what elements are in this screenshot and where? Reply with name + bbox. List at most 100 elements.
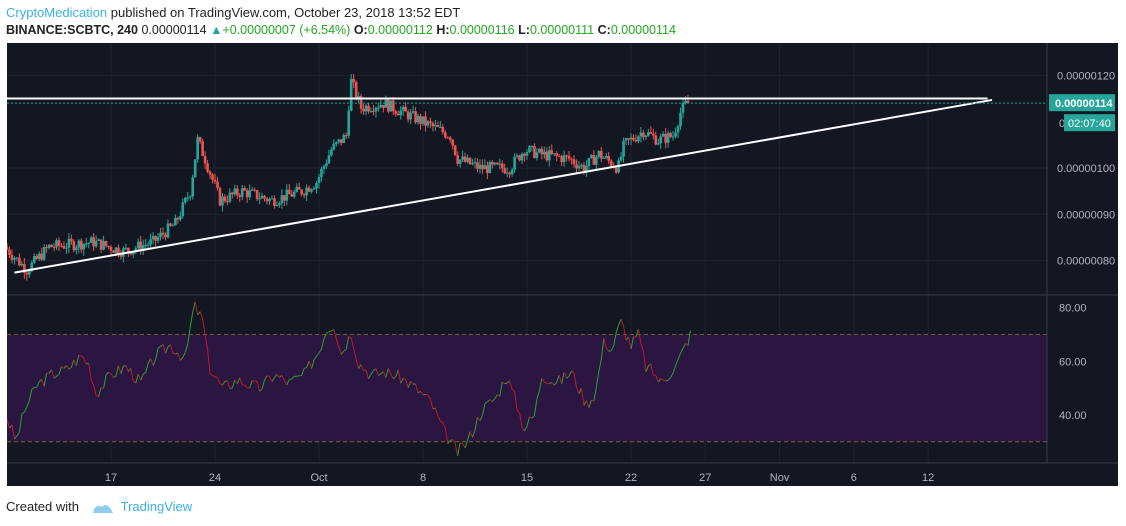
candle-body xyxy=(27,271,31,275)
candle-body xyxy=(119,254,123,257)
candle-body xyxy=(156,237,160,241)
candle-body xyxy=(567,155,571,159)
candle-body xyxy=(25,272,29,275)
candle-body xyxy=(414,111,417,123)
candle-body xyxy=(461,156,464,160)
countdown-tag xyxy=(1064,114,1115,132)
rsi-segment xyxy=(28,389,33,401)
tradingview-link[interactable]: TradingView xyxy=(120,499,193,514)
candle-body xyxy=(221,196,224,206)
rsi-segment xyxy=(214,376,218,379)
rsi-segment xyxy=(167,344,171,348)
rsi-segment xyxy=(103,374,107,389)
candle-body xyxy=(218,187,222,206)
candle-body xyxy=(347,110,351,136)
rsi-segment xyxy=(78,354,82,357)
last-price-tag-label: 0.00000114 xyxy=(1055,98,1113,110)
rsi-segment xyxy=(53,376,57,379)
candle-body xyxy=(545,151,549,161)
price-tick-label: 0.00000080 xyxy=(1057,256,1115,268)
candle-body xyxy=(637,136,640,142)
candle-body xyxy=(585,166,588,173)
candle-body xyxy=(530,145,534,147)
rsi-segment xyxy=(182,352,186,358)
rsi-segment xyxy=(440,420,444,424)
rsi-segment xyxy=(286,379,290,386)
candle-body xyxy=(55,240,58,248)
candle-body xyxy=(349,78,353,111)
rsi-segment xyxy=(127,367,132,372)
rsi-segment xyxy=(417,390,421,394)
candle-body xyxy=(243,188,247,191)
rsi-segment xyxy=(58,366,62,375)
candle-body xyxy=(369,110,373,112)
author-link[interactable]: CryptoMedication xyxy=(6,5,108,20)
candle-body xyxy=(258,198,261,200)
candle-body xyxy=(295,187,299,192)
candle-body xyxy=(429,121,432,124)
candle-body xyxy=(198,137,202,142)
candle-body xyxy=(686,100,690,104)
candle-body xyxy=(149,239,152,245)
candle-body xyxy=(565,155,568,157)
rsi-segment xyxy=(469,431,473,438)
rsi-segment xyxy=(580,387,585,406)
chart-svg[interactable]: 17 24 Oct 8 15 22 27 Nov 6 12 0.00000120 0.00000100… xyxy=(5,43,1118,486)
candle-body xyxy=(624,138,628,141)
rsi-segment xyxy=(358,364,362,369)
candle-body xyxy=(570,158,573,160)
candle-body xyxy=(75,247,78,251)
rsi-segment xyxy=(583,400,587,406)
rsi-segment xyxy=(407,381,412,388)
candle-body xyxy=(510,169,514,175)
rsi-segment xyxy=(662,379,666,382)
time-tick-label: 22 xyxy=(625,472,637,484)
candle-body xyxy=(647,132,650,136)
rsi-segment xyxy=(105,371,109,376)
candle-body xyxy=(238,195,242,197)
candle-body xyxy=(443,132,447,138)
rsi-segment xyxy=(140,373,144,381)
rsi-segment xyxy=(489,399,493,403)
rsi-segment xyxy=(259,388,263,392)
candle-body xyxy=(367,105,370,112)
candle-body xyxy=(186,197,190,199)
rsi-segment xyxy=(637,329,642,344)
candle-body xyxy=(77,240,81,248)
candle-body xyxy=(325,163,328,167)
rsi-segment xyxy=(675,359,679,366)
candle-body xyxy=(679,112,682,127)
rsi-segment xyxy=(202,318,206,335)
candle-body xyxy=(292,191,296,197)
rsi-segment xyxy=(452,439,456,444)
rsi-segment xyxy=(536,390,540,399)
chart-container[interactable]: 17 24 Oct 8 15 22 27 Nov 6 12 0.00000120 0.00000100… xyxy=(5,43,1118,486)
rsi-segment xyxy=(531,415,535,419)
rsi-segment xyxy=(323,333,327,340)
trendlines[interactable] xyxy=(7,97,1047,274)
rsi-segment xyxy=(335,338,340,348)
rsi-segment xyxy=(135,373,139,384)
candle-body xyxy=(552,153,556,155)
rsi-segment xyxy=(603,337,607,349)
candle-body xyxy=(134,248,138,251)
candle-body xyxy=(300,189,303,195)
candle-body xyxy=(666,133,670,143)
candle-body xyxy=(35,256,39,259)
rsi-segment xyxy=(410,381,414,385)
candle-body xyxy=(493,162,497,165)
candle-body xyxy=(327,155,331,164)
rsi-segment xyxy=(274,373,278,378)
candle-body xyxy=(117,247,120,255)
rsi-segment xyxy=(595,371,600,388)
candle-body xyxy=(268,198,271,202)
candle-body xyxy=(587,157,591,167)
grid xyxy=(7,43,1047,463)
rsi-segment xyxy=(511,388,515,392)
rsi-segment xyxy=(585,400,590,408)
rsi-segment xyxy=(645,365,649,372)
candle-body xyxy=(102,241,105,250)
candle-body xyxy=(47,244,51,248)
rsi-segment xyxy=(491,398,496,403)
rsi-tick-label: 60.00 xyxy=(1059,356,1087,368)
